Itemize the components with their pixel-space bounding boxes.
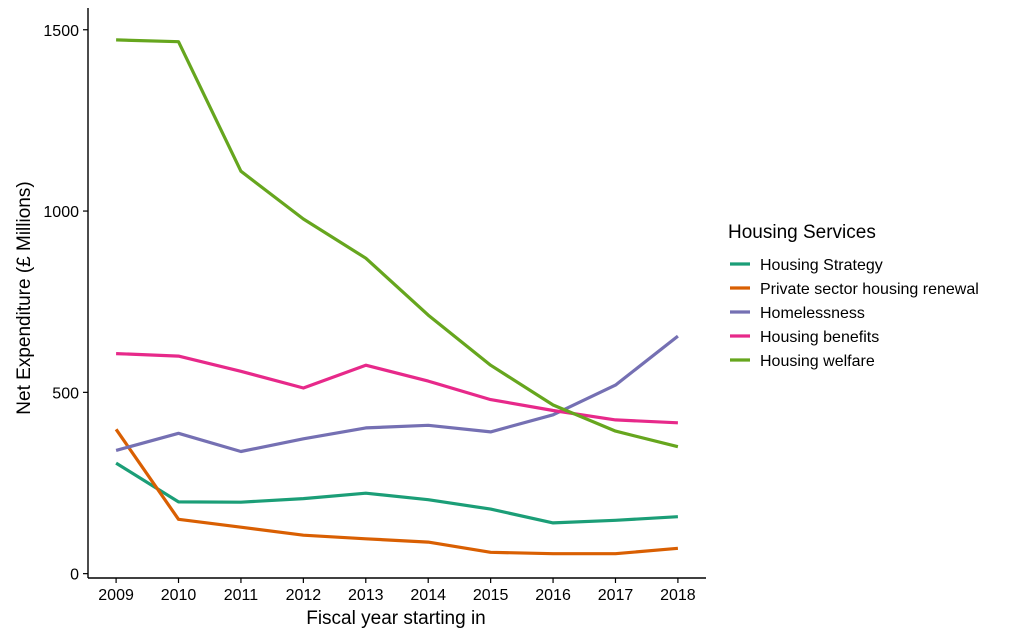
legend-label: Housing benefits bbox=[760, 329, 879, 346]
x-axis-title: Fiscal year starting in bbox=[306, 608, 486, 629]
series-line-housing-strategy bbox=[115, 461, 678, 525]
x-tick-label: 2014 bbox=[410, 587, 446, 604]
series-line-private-sector-housing-renewal bbox=[114, 428, 679, 556]
y-tick-label: 1500 bbox=[43, 23, 79, 40]
legend-item-housing-welfare: Housing welfare bbox=[730, 353, 875, 370]
x-tick-label: 2011 bbox=[224, 587, 259, 604]
legend-item-housing-benefits: Housing benefits bbox=[730, 329, 879, 346]
x-tick-label: 2012 bbox=[286, 587, 322, 604]
legend-label: Housing welfare bbox=[760, 353, 875, 370]
legend-item-private-sector-housing-renewal: Private sector housing renewal bbox=[730, 281, 979, 298]
legend-item-homelessness: Homelessness bbox=[730, 305, 865, 322]
legend-label: Private sector housing renewal bbox=[760, 281, 979, 298]
axes-layer bbox=[87, 8, 706, 579]
x-tick-label: 2016 bbox=[535, 587, 571, 604]
legend-label: Homelessness bbox=[760, 305, 865, 322]
legend: Housing Services Housing Strategy Private… bbox=[728, 222, 979, 370]
series-line-housing-welfare bbox=[116, 38, 679, 449]
series-line-homelessness bbox=[115, 334, 679, 454]
legend-items: Housing Strategy Private sector housing r… bbox=[730, 257, 979, 370]
y-axis-ticks: 0 500 1000 1500 bbox=[43, 23, 88, 584]
y-tick-label: 0 bbox=[70, 567, 79, 584]
legend-item-housing-strategy: Housing Strategy bbox=[730, 257, 883, 274]
x-axis-ticks: 2009 2010 2011 2012 2013 2014 2015 2016 2017 2018 bbox=[98, 578, 696, 604]
x-tick-label: 2015 bbox=[473, 587, 509, 604]
legend-label: Housing Strategy bbox=[760, 257, 883, 274]
x-tick-label: 2017 bbox=[598, 587, 634, 604]
x-tick-label: 2010 bbox=[161, 587, 197, 604]
y-axis-title: Net Expenditure (£ Millions) bbox=[14, 181, 35, 414]
legend-title: Housing Services bbox=[728, 222, 876, 243]
x-tick-label: 2018 bbox=[660, 587, 696, 604]
x-tick-label: 2009 bbox=[98, 587, 134, 604]
y-tick-label: 1000 bbox=[43, 204, 79, 221]
series-line-housing-benefits bbox=[116, 352, 678, 425]
x-tick-label: 2013 bbox=[348, 587, 384, 604]
series-layer bbox=[114, 38, 679, 556]
y-tick-label: 500 bbox=[52, 385, 79, 402]
